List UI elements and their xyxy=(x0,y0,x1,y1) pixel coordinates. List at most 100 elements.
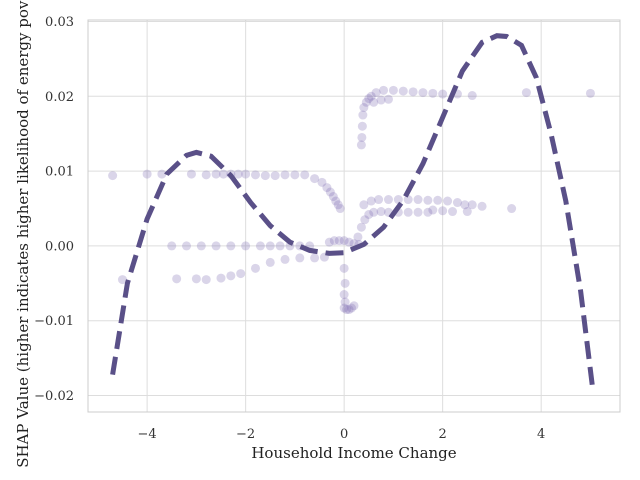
scatter-point xyxy=(196,241,206,251)
scatter-point xyxy=(333,200,343,210)
scatter-point xyxy=(339,263,349,273)
scatter-point xyxy=(186,169,196,179)
scatter-point xyxy=(157,169,167,179)
grid-lines xyxy=(88,20,620,412)
scatter-point xyxy=(403,195,413,205)
scatter-point xyxy=(300,170,310,180)
scatter-point xyxy=(201,170,211,180)
scatter-point xyxy=(340,297,350,307)
y-tick-label: 0.00 xyxy=(45,239,74,254)
scatter-point xyxy=(467,91,477,101)
scatter-point xyxy=(393,195,403,205)
scatter-point xyxy=(310,174,320,184)
scatter-point xyxy=(255,241,265,251)
y-tick-label: 0.03 xyxy=(45,15,74,30)
scatter-point xyxy=(310,253,320,263)
x-tick-label: 2 xyxy=(439,427,447,442)
scatter-point xyxy=(334,236,344,246)
scatter-point xyxy=(335,204,345,214)
scatter-point xyxy=(403,207,413,217)
scatter-point xyxy=(379,85,389,95)
scatter-point xyxy=(260,171,270,181)
scatter-point xyxy=(428,88,438,98)
scatter-point xyxy=(507,204,517,214)
scatter-point xyxy=(167,241,177,251)
scatter-point xyxy=(324,237,334,247)
scatter-point xyxy=(438,89,448,99)
scatter-point xyxy=(376,207,386,217)
scatter-point xyxy=(339,303,349,313)
scatter-point xyxy=(331,196,341,206)
scatter-point xyxy=(182,241,192,251)
x-tick-label: −4 xyxy=(138,427,157,442)
scatter-point xyxy=(477,201,487,211)
scatter-point xyxy=(364,94,374,104)
scatter-point xyxy=(383,195,393,205)
scatter-point xyxy=(241,241,251,251)
scatter-point xyxy=(172,274,182,284)
x-axis-label: Household Income Change xyxy=(251,444,456,462)
scatter-point xyxy=(361,97,371,107)
y-tick-label: 0.01 xyxy=(45,165,74,180)
scatter-point xyxy=(233,169,243,179)
y-tick-labels: −0.02 −0.01 0.00 0.01 0.02 0.03 xyxy=(34,15,74,404)
scatter-point xyxy=(236,269,246,279)
scatter-point xyxy=(357,121,367,131)
scatter-point xyxy=(290,170,300,180)
scatter-point xyxy=(460,200,470,210)
scatter-point xyxy=(108,171,118,181)
y-tick-label: 0.02 xyxy=(45,90,74,105)
scatter-point xyxy=(340,278,350,288)
trend-line xyxy=(110,33,596,391)
scatter-point xyxy=(388,85,398,95)
scatter-points xyxy=(108,85,595,315)
y-axis-label: SHAP Value (higher indicates higher like… xyxy=(14,0,32,468)
x-tick-label: 4 xyxy=(537,427,545,442)
x-tick-label: −2 xyxy=(236,427,255,442)
scatter-point xyxy=(211,241,221,251)
scatter-point xyxy=(413,207,423,217)
scatter-point xyxy=(344,237,354,247)
scatter-point xyxy=(366,91,376,101)
scatter-point xyxy=(356,140,366,150)
scatter-point xyxy=(443,196,453,206)
scatter-point xyxy=(218,169,228,179)
x-tick-label: 0 xyxy=(340,427,348,442)
scatter-point xyxy=(142,169,152,179)
scatter-point xyxy=(191,274,201,284)
scatter-point xyxy=(428,205,438,215)
scatter-point xyxy=(349,301,359,311)
scatter-point xyxy=(364,210,374,220)
scatter-point xyxy=(353,232,363,242)
scatter-point xyxy=(226,271,236,281)
scatter-point xyxy=(521,88,531,98)
scatter-point xyxy=(448,207,458,217)
scatter-point xyxy=(369,207,379,217)
scatter-point xyxy=(342,305,352,315)
x-tick-labels: −4 −2 0 2 4 xyxy=(138,427,546,442)
scatter-point xyxy=(275,241,285,251)
scatter-point xyxy=(216,273,226,283)
scatter-point xyxy=(398,86,408,96)
scatter-point xyxy=(325,187,335,197)
scatter-point xyxy=(347,303,357,313)
scatter-point xyxy=(322,183,332,193)
scatter-point xyxy=(344,305,354,315)
scatter-point xyxy=(295,253,305,263)
scatter-point xyxy=(357,132,367,142)
scatter-point xyxy=(317,177,327,187)
scatter-point xyxy=(339,290,349,300)
scatter-point xyxy=(201,275,211,285)
scatter-point xyxy=(211,169,221,179)
scatter-point xyxy=(467,200,477,210)
y-tick-label: −0.01 xyxy=(34,314,74,329)
scatter-point xyxy=(265,241,275,251)
scatter-point xyxy=(423,195,433,205)
scatter-point xyxy=(280,254,290,264)
scatter-point xyxy=(339,236,349,246)
scatter-point xyxy=(329,236,339,246)
scatter-point xyxy=(452,198,462,208)
scatter-point xyxy=(408,87,418,97)
scatter-point xyxy=(117,275,127,285)
scatter-point xyxy=(438,206,448,216)
